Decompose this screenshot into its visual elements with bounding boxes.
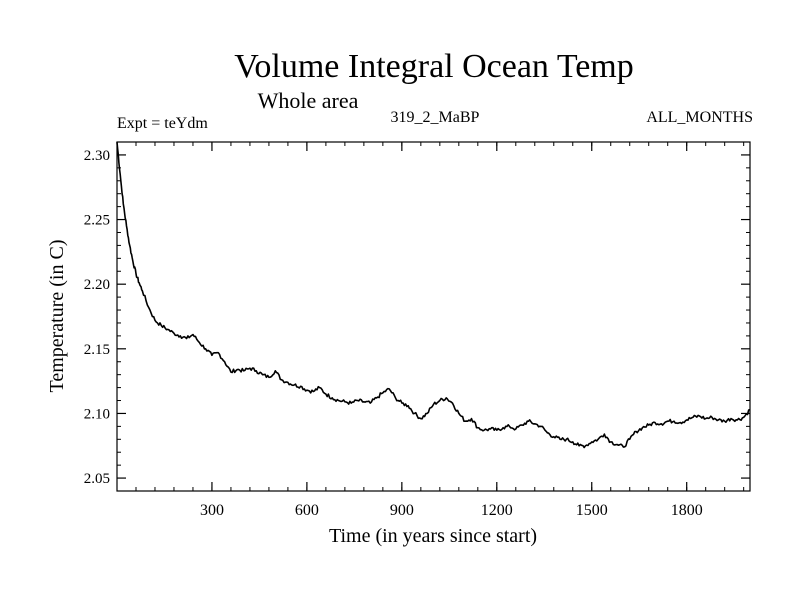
- x-tick-label: 900: [390, 502, 414, 519]
- x-tick-label: 600: [295, 502, 319, 519]
- y-axis: 2.05 2.10 2.15 2.20 2.25 2.30: [84, 141, 750, 487]
- run-id-label: 319_2_MaBP: [391, 109, 480, 126]
- y-tick-label: 2.20: [84, 277, 110, 293]
- months-label: ALL_MONTHS: [646, 109, 753, 126]
- x-tick-label: 300: [200, 502, 224, 519]
- x-axis: 300 600 900 1200 1500 1800: [135, 142, 745, 519]
- y-tick-label: 2.25: [84, 213, 110, 229]
- chart-subtitle: Whole area: [258, 88, 359, 113]
- plot-frame: [116, 141, 751, 492]
- y-axis-label: Temperature (in C): [46, 240, 68, 393]
- y-tick-label: 2.30: [84, 148, 110, 164]
- y-tick-label: 2.05: [84, 471, 110, 487]
- x-tick-label: 1800: [671, 502, 703, 519]
- x-axis-label: Time (in years since start): [329, 525, 537, 547]
- temperature-series-line: [116, 141, 751, 449]
- y-tick-label: 2.15: [84, 342, 110, 358]
- experiment-label: Expt = teYdm: [117, 115, 208, 132]
- x-tick-label: 1200: [481, 502, 513, 519]
- x-tick-label: 1500: [576, 502, 608, 519]
- y-tick-label: 2.10: [84, 406, 110, 422]
- chart-title: Volume Integral Ocean Temp: [234, 48, 634, 85]
